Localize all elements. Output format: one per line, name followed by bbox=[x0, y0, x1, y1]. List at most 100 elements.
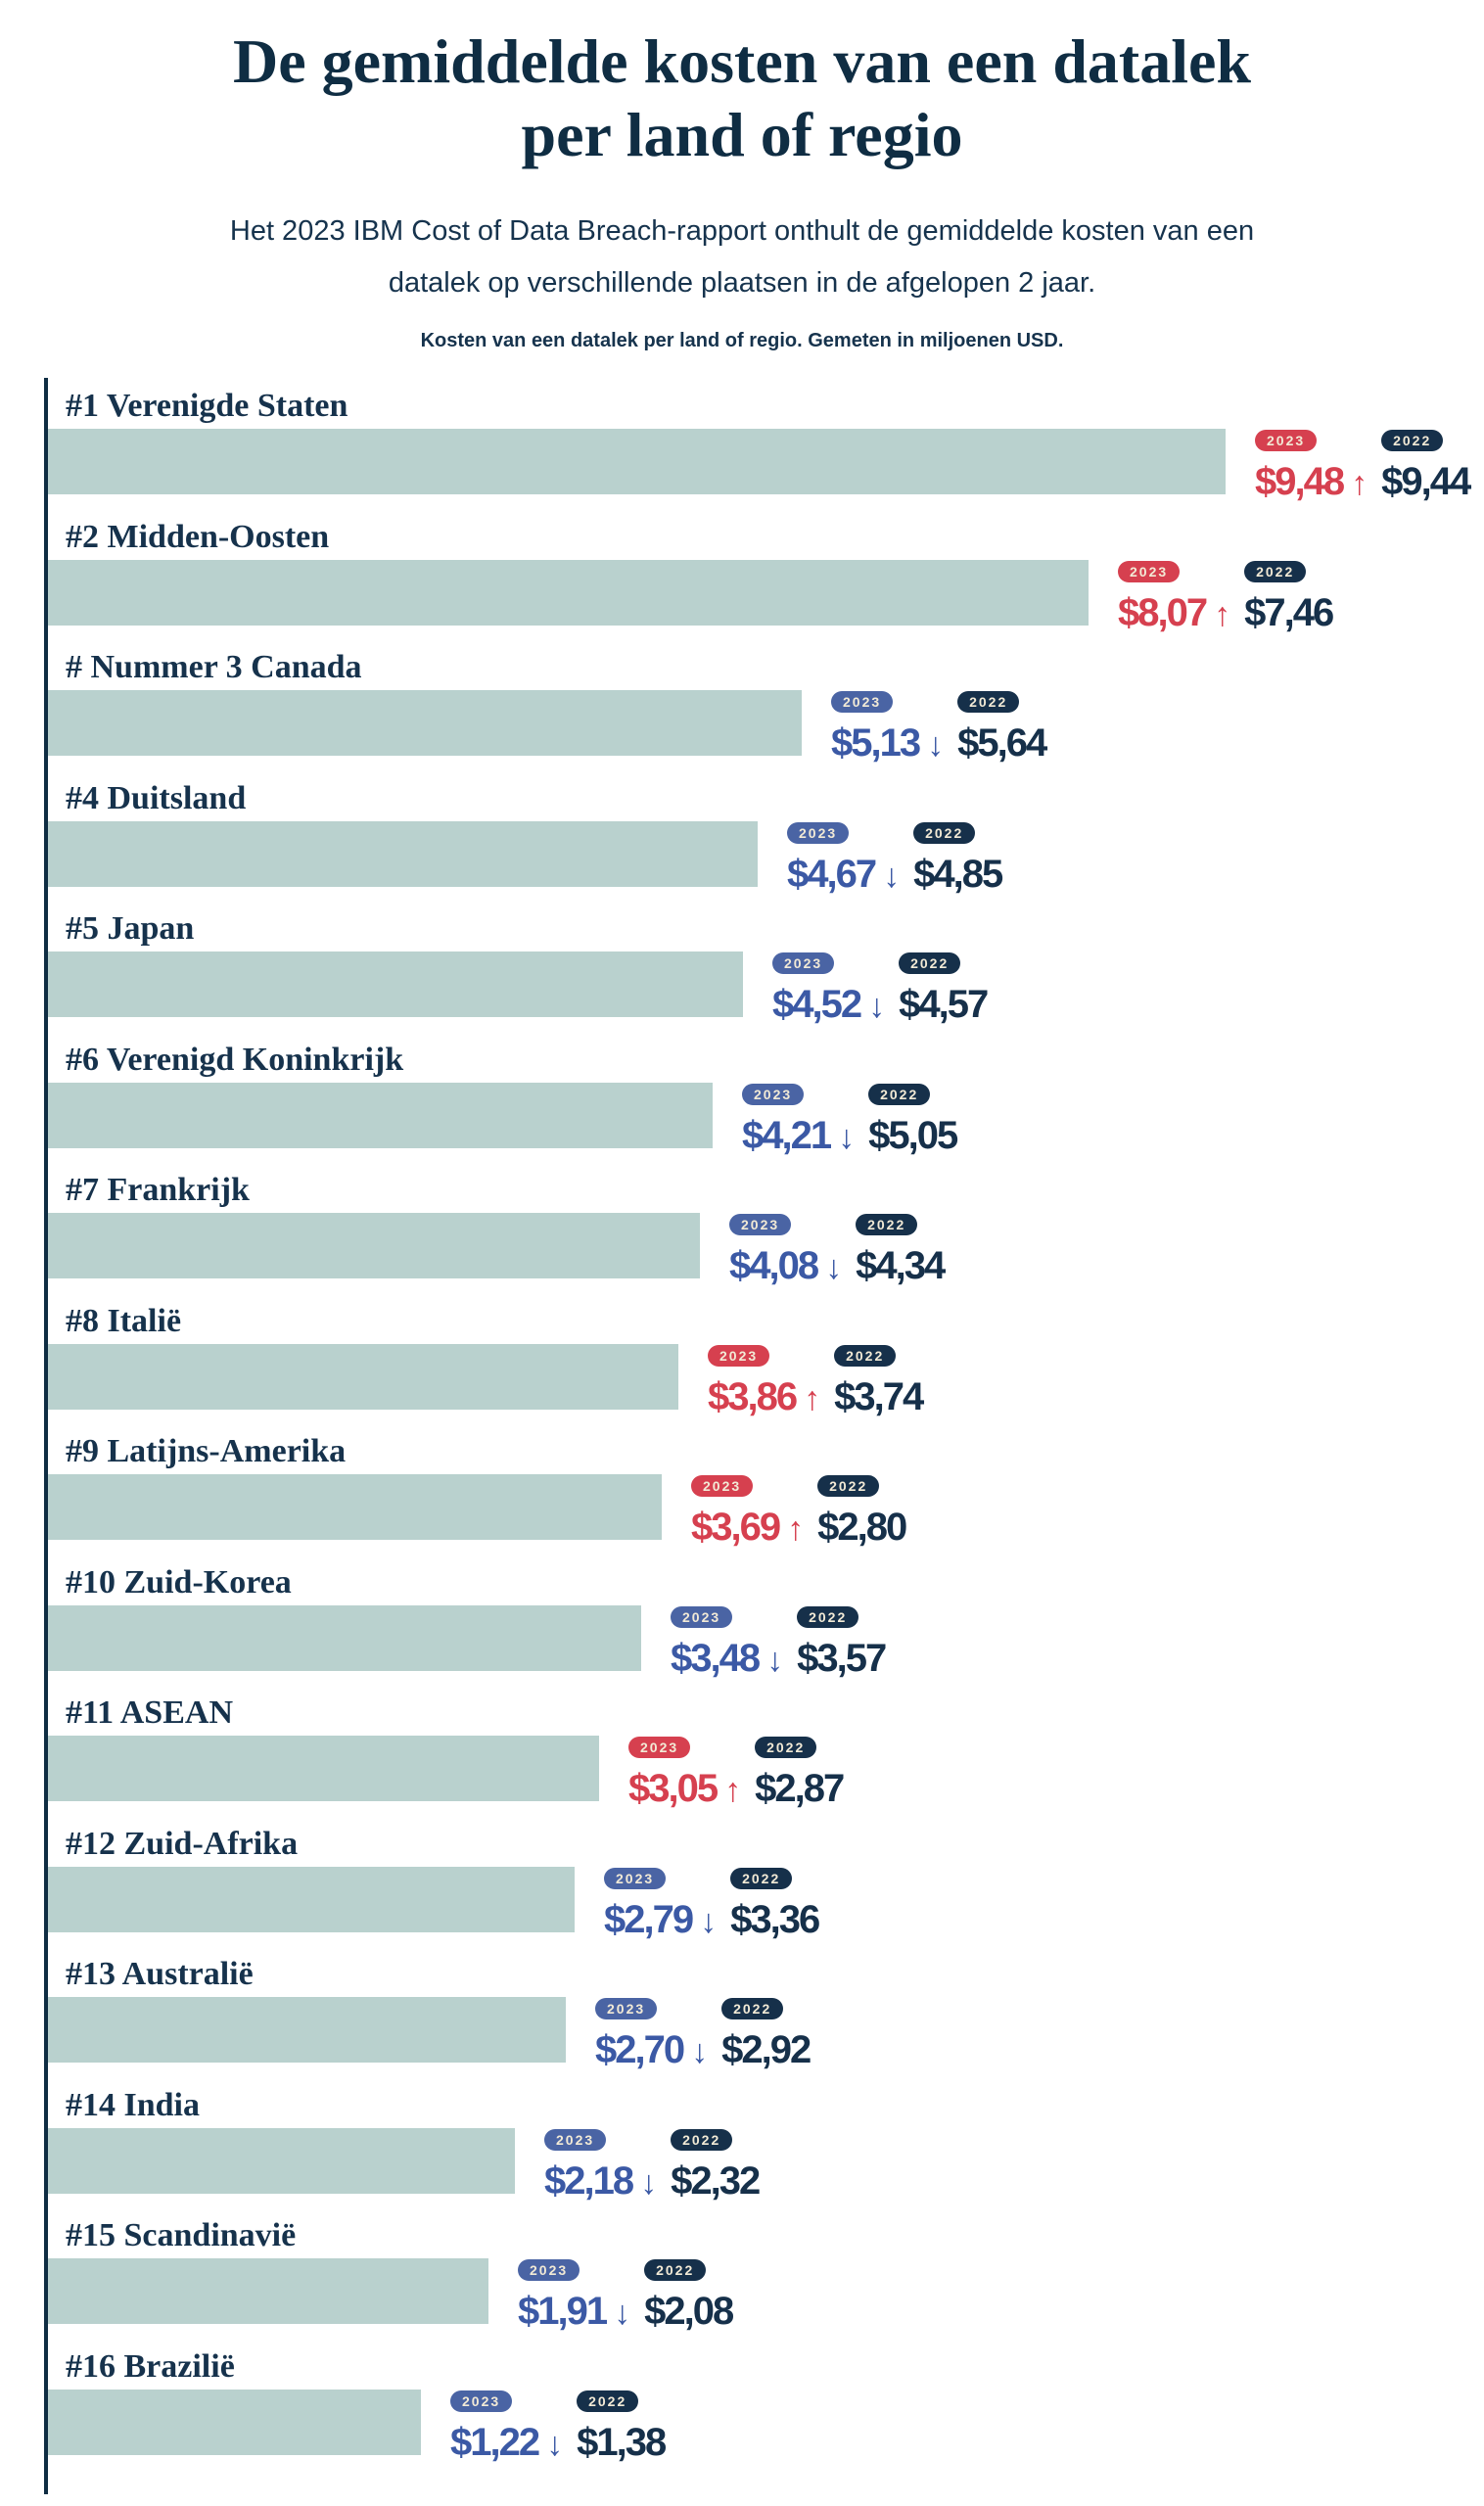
value-2023: $2,79 ↓ bbox=[604, 1900, 717, 1939]
value-2023: $3,69 ↑ bbox=[691, 1508, 804, 1547]
value-annotation: 2023 $4,52 ↓ 2022 $4,57 bbox=[772, 952, 989, 1024]
row-label: #1 Verenigde Staten bbox=[66, 388, 348, 425]
row-label: #11 ASEAN bbox=[66, 1694, 233, 1732]
year-2023-group: 2023 $3,69 ↑ bbox=[691, 1475, 804, 1547]
bar bbox=[48, 559, 1089, 626]
trend-arrow-icon: ↑ bbox=[1351, 465, 1368, 503]
bar bbox=[48, 1213, 700, 1279]
chart-row: #8 Italië 2023 $3,86 ↑ 2022 $3,74 bbox=[48, 1293, 1484, 1424]
year-2022-group: 2022 $2,87 bbox=[755, 1737, 845, 1808]
row-label: #12 Zuid-Afrika bbox=[66, 1825, 299, 1862]
value-2023: $3,48 ↓ bbox=[671, 1639, 783, 1678]
trend-arrow-icon: ↓ bbox=[546, 2425, 564, 2463]
trend-arrow-icon: ↑ bbox=[724, 1772, 742, 1810]
year-2023-group: 2023 $4,08 ↓ bbox=[729, 1214, 842, 1285]
row-label: #5 Japan bbox=[66, 910, 195, 948]
trend-arrow-icon: ↑ bbox=[787, 1510, 805, 1549]
value-annotation: 2023 $4,21 ↓ 2022 $5,05 bbox=[742, 1083, 958, 1157]
bar-line: 2023 $4,67 ↓ 2022 $4,85 bbox=[48, 820, 1484, 896]
year-2023-pill: 2023 bbox=[604, 1867, 667, 1889]
chart-row: # Nummer 3 Canada 2023 $5,13 ↓ 2022 $5,64 bbox=[48, 639, 1484, 770]
year-2022-group: 2022 $1,38 bbox=[577, 2390, 667, 2462]
page-title: De gemiddelde kosten van een datalek per… bbox=[233, 26, 1251, 169]
year-2022-group: 2022 $4,57 bbox=[899, 952, 989, 1024]
year-2023-pill: 2023 bbox=[772, 952, 835, 975]
value-annotation: 2023 $3,86 ↑ 2022 $3,74 bbox=[708, 1344, 924, 1418]
bar bbox=[48, 2389, 421, 2455]
trend-arrow-icon: ↓ bbox=[614, 2295, 631, 2333]
bar bbox=[48, 1082, 713, 1148]
value-annotation: 2023 $2,79 ↓ 2022 $3,36 bbox=[604, 1867, 820, 1939]
chart-row: #9 Latijns-Amerika 2023 $3,69 ↑ 2022 $2,8… bbox=[48, 1423, 1484, 1555]
header: De gemiddelde kosten van een datalek per… bbox=[0, 25, 1484, 352]
year-2022-pill: 2022 bbox=[644, 2259, 707, 2282]
value-2023-text: $3,86 bbox=[708, 1374, 798, 1418]
value-2023: $4,08 ↓ bbox=[729, 1246, 842, 1285]
value-annotation: 2023 $3,05 ↑ 2022 $2,87 bbox=[628, 1737, 845, 1808]
year-2022-pill: 2022 bbox=[1244, 560, 1307, 582]
year-2022-group: 2022 $5,64 bbox=[957, 691, 1047, 763]
value-2022: $2,08 bbox=[644, 2290, 734, 2334]
chart-row: #6 Verenigd Koninkrijk 2023 $4,21 ↓ 2022 … bbox=[48, 1032, 1484, 1163]
bar-line: 2023 $4,21 ↓ 2022 $5,05 bbox=[48, 1082, 1484, 1157]
row-label: # Nummer 3 Canada bbox=[66, 649, 362, 686]
value-2023-text: $4,21 bbox=[742, 1113, 832, 1157]
year-2022-group: 2022 $2,08 bbox=[644, 2259, 734, 2334]
subtitle: Het 2023 IBM Cost of Data Breach-rapport… bbox=[229, 214, 1255, 300]
trend-arrow-icon: ↓ bbox=[838, 1118, 856, 1156]
year-2023-pill: 2023 bbox=[691, 1475, 754, 1498]
bar-line: 2023 $1,22 ↓ 2022 $1,38 bbox=[48, 2389, 1484, 2463]
year-2023-pill: 2023 bbox=[544, 2128, 607, 2151]
value-2023-text: $2,70 bbox=[595, 2028, 685, 2072]
chart-row: #5 Japan 2023 $4,52 ↓ 2022 $4,57 bbox=[48, 901, 1484, 1032]
bar-line: 2023 $3,05 ↑ 2022 $2,87 bbox=[48, 1736, 1484, 1808]
bar bbox=[48, 820, 758, 887]
value-2023-text: $4,67 bbox=[787, 852, 877, 896]
chart-caption: Kosten van een datalek per land of regio… bbox=[420, 330, 1064, 352]
bar bbox=[48, 1997, 566, 2064]
year-2023-group: 2023 $4,67 ↓ bbox=[787, 821, 901, 896]
year-2022-group: 2022 $5,05 bbox=[868, 1083, 958, 1157]
bar bbox=[48, 690, 802, 757]
chart-row: #14 India 2023 $2,18 ↓ 2022 $2,32 bbox=[48, 2077, 1484, 2208]
trend-arrow-icon: ↓ bbox=[825, 1249, 843, 1287]
row-label: #14 India bbox=[66, 2086, 200, 2123]
value-2022: $4,34 bbox=[856, 1244, 946, 1288]
year-2022-pill: 2022 bbox=[834, 1344, 897, 1367]
year-2022-group: 2022 $3,36 bbox=[730, 1867, 820, 1939]
trend-arrow-icon: ↓ bbox=[640, 2163, 658, 2202]
value-annotation: 2023 $3,48 ↓ 2022 $3,57 bbox=[671, 1605, 887, 1678]
bar-line: 2023 $9,48 ↑ 2022 $9,44 bbox=[48, 429, 1484, 501]
value-2023-text: $9,48 bbox=[1255, 460, 1345, 504]
year-2023-group: 2023 $4,21 ↓ bbox=[742, 1083, 856, 1157]
chart-row: #15 Scandinavië 2023 $1,91 ↓ 2022 $2,08 bbox=[48, 2207, 1484, 2339]
trend-arrow-icon: ↑ bbox=[804, 1379, 821, 1417]
row-label: #16 Brazilië bbox=[66, 2347, 235, 2385]
bar-line: 2023 $1,91 ↓ 2022 $2,08 bbox=[48, 2258, 1484, 2331]
bar-line: 2023 $3,86 ↑ 2022 $3,74 bbox=[48, 1343, 1484, 1418]
year-2023-group: 2023 $9,48 ↑ bbox=[1255, 430, 1368, 501]
year-2022-pill: 2022 bbox=[899, 952, 961, 975]
bar bbox=[48, 951, 743, 1018]
year-2023-pill: 2023 bbox=[518, 2259, 580, 2282]
year-2022-group: 2022 $4,34 bbox=[856, 1214, 946, 1288]
year-2023-group: 2023 $8,07 ↑ bbox=[1118, 560, 1230, 632]
chart-row: #10 Zuid-Korea 2023 $3,48 ↓ 2022 $3,57 bbox=[48, 1555, 1484, 1686]
value-2022: $5,05 bbox=[868, 1113, 958, 1157]
bar-line: 2023 $8,07 ↑ 2022 $7,46 bbox=[48, 559, 1484, 632]
value-2022: $3,74 bbox=[834, 1374, 924, 1418]
value-2023: $5,13 ↓ bbox=[831, 723, 944, 763]
year-2023-group: 2023 $3,05 ↑ bbox=[628, 1737, 741, 1808]
value-2023: $1,91 ↓ bbox=[518, 2292, 630, 2331]
year-2022-pill: 2022 bbox=[817, 1475, 880, 1498]
bar-line: 2023 $3,69 ↑ 2022 $2,80 bbox=[48, 1474, 1484, 1547]
row-label: #9 Latijns-Amerika bbox=[66, 1433, 347, 1470]
bar bbox=[48, 2258, 488, 2325]
bar-chart: #1 Verenigde Staten 2023 $9,48 ↑ 2022 $9,… bbox=[44, 378, 1484, 2495]
year-2022-group: 2022 $7,46 bbox=[1244, 560, 1334, 632]
chart-row: #11 ASEAN 2023 $3,05 ↑ 2022 $2,87 bbox=[48, 1685, 1484, 1816]
year-2022-pill: 2022 bbox=[730, 1867, 793, 1889]
year-2023-pill: 2023 bbox=[831, 691, 894, 714]
year-2022-pill: 2022 bbox=[755, 1737, 817, 1759]
trend-arrow-icon: ↓ bbox=[883, 857, 901, 895]
